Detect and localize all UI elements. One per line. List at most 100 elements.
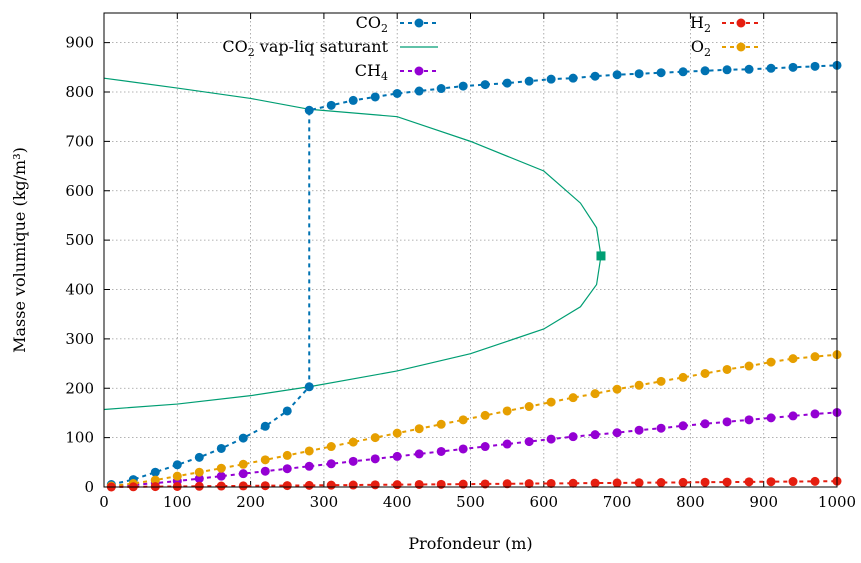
data-point — [766, 477, 776, 487]
legend-label: CH4 — [355, 61, 388, 83]
data-point — [766, 63, 776, 73]
data-point — [524, 437, 534, 447]
series-line-co2-saturation — [103, 77, 602, 411]
x-tick-label: 100 — [163, 493, 192, 511]
data-point — [238, 481, 248, 491]
x-tick-label: 400 — [383, 493, 412, 511]
data-point — [304, 480, 314, 490]
data-point — [656, 376, 666, 386]
data-point — [260, 421, 270, 431]
data-point — [546, 397, 556, 407]
data-point — [766, 357, 776, 367]
data-point — [304, 105, 314, 115]
data-point — [788, 411, 798, 421]
data-point — [370, 433, 380, 443]
data-point — [436, 84, 446, 94]
x-tick-label: 1000 — [818, 493, 856, 511]
y-tick-label: 0 — [84, 478, 94, 496]
data-point — [326, 459, 336, 469]
data-point — [568, 432, 578, 442]
data-point — [810, 476, 820, 486]
y-tick-label: 600 — [65, 182, 94, 200]
data-point — [722, 417, 732, 427]
data-point — [810, 352, 820, 362]
data-point — [282, 406, 292, 416]
data-point — [656, 423, 666, 433]
data-point — [722, 477, 732, 487]
data-point — [590, 478, 600, 488]
legend-swatch-point — [736, 18, 746, 28]
data-point — [568, 393, 578, 403]
data-point — [370, 454, 380, 464]
x-tick-label: 500 — [456, 493, 485, 511]
y-tick-label: 300 — [65, 330, 94, 348]
y-axis-label: Masse volumique (kg/m³) — [10, 147, 29, 353]
y-tick-label: 900 — [65, 34, 94, 52]
data-point — [524, 479, 534, 489]
data-point — [722, 364, 732, 374]
legend-swatch-point — [736, 42, 746, 52]
data-point — [436, 419, 446, 429]
data-point — [172, 460, 182, 470]
data-point — [238, 433, 248, 443]
data-point — [304, 382, 314, 392]
data-point — [766, 413, 776, 423]
data-point — [172, 471, 182, 481]
data-point — [194, 481, 204, 491]
data-point — [590, 389, 600, 399]
data-point — [348, 480, 358, 490]
data-point — [502, 439, 512, 449]
x-tick-label: 300 — [310, 493, 339, 511]
data-point — [216, 471, 226, 481]
data-point — [612, 70, 622, 80]
data-point — [458, 444, 468, 454]
data-point — [392, 480, 402, 490]
data-point — [678, 67, 688, 77]
data-point — [700, 477, 710, 487]
data-point — [194, 474, 204, 484]
data-point — [216, 481, 226, 491]
data-point — [480, 479, 490, 489]
data-point — [480, 442, 490, 452]
axis-ticks: 0 100 200 300 400 500 600 700 800 900 1000 0 100 200 3… — [65, 13, 856, 511]
y-tick-label: 800 — [65, 83, 94, 101]
data-point — [392, 451, 402, 461]
data-point — [414, 86, 424, 96]
x-tick-label: 900 — [749, 493, 778, 511]
data-point — [678, 421, 688, 431]
data-point — [370, 480, 380, 490]
data-point — [788, 354, 798, 364]
series-line — [111, 353, 838, 488]
data-point — [744, 477, 754, 487]
x-tick-label: 200 — [236, 493, 265, 511]
plot-frame — [103, 12, 838, 488]
data-point — [414, 479, 424, 489]
data-point — [348, 456, 358, 466]
data-point — [150, 467, 160, 477]
series-line — [111, 411, 838, 488]
grid — [104, 13, 837, 487]
data-point — [260, 481, 270, 491]
legend-label: CO2 — [356, 13, 388, 35]
data-point — [700, 66, 710, 76]
y-tick-label: 700 — [65, 132, 94, 150]
data-point — [480, 80, 490, 90]
data-point — [634, 69, 644, 79]
data-point — [282, 481, 292, 491]
data-point — [260, 455, 270, 465]
data-point — [546, 478, 556, 488]
data-point — [524, 76, 534, 86]
data-point — [304, 461, 314, 471]
data-point — [546, 74, 556, 84]
data-point — [678, 477, 688, 487]
data-point — [282, 450, 292, 460]
data-point — [238, 459, 248, 469]
data-point — [656, 68, 666, 78]
legend-label: H2 — [690, 13, 711, 35]
data-point — [502, 479, 512, 489]
y-tick-label: 200 — [65, 379, 94, 397]
data-point — [502, 406, 512, 416]
